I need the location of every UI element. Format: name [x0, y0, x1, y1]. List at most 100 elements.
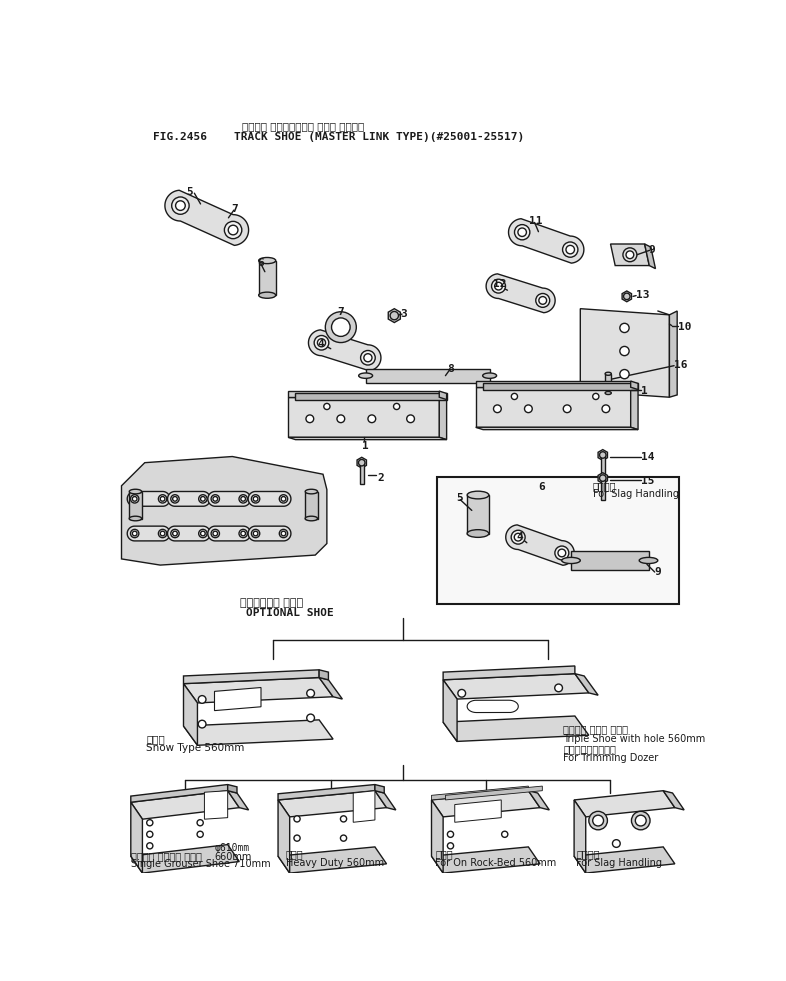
- Text: 9: 9: [648, 245, 656, 255]
- Ellipse shape: [259, 257, 276, 264]
- Polygon shape: [505, 525, 575, 565]
- Text: 雪上用: 雪上用: [146, 734, 165, 744]
- Polygon shape: [439, 391, 446, 399]
- Ellipse shape: [253, 531, 258, 536]
- Ellipse shape: [259, 292, 276, 298]
- Ellipse shape: [332, 318, 350, 336]
- Text: 4: 4: [516, 532, 523, 542]
- Ellipse shape: [175, 201, 185, 211]
- Polygon shape: [622, 291, 631, 302]
- Ellipse shape: [171, 494, 179, 503]
- Ellipse shape: [555, 684, 563, 692]
- Text: For On Rock-Bed 560mm: For On Rock-Bed 560mm: [435, 858, 556, 868]
- Ellipse shape: [160, 496, 165, 501]
- Ellipse shape: [213, 531, 218, 536]
- Ellipse shape: [239, 530, 248, 538]
- Polygon shape: [476, 387, 630, 428]
- Polygon shape: [259, 261, 276, 295]
- Polygon shape: [580, 309, 670, 397]
- Polygon shape: [183, 678, 333, 703]
- Polygon shape: [228, 791, 248, 810]
- Ellipse shape: [130, 494, 139, 503]
- Polygon shape: [127, 491, 170, 506]
- Ellipse shape: [171, 530, 179, 538]
- Ellipse shape: [512, 393, 517, 399]
- Text: 11: 11: [529, 216, 542, 227]
- Ellipse shape: [147, 820, 153, 826]
- Text: オプショナル シュー: オプショナル シュー: [240, 598, 303, 608]
- Ellipse shape: [518, 228, 527, 236]
- Ellipse shape: [197, 820, 204, 826]
- Text: Snow Type 560mm: Snow Type 560mm: [146, 743, 244, 753]
- Text: 1: 1: [641, 386, 648, 395]
- Polygon shape: [319, 678, 343, 699]
- Ellipse shape: [281, 496, 286, 501]
- Text: シングル グローサ シュー: シングル グローサ シュー: [130, 851, 202, 860]
- Text: 5: 5: [457, 493, 463, 503]
- Polygon shape: [574, 800, 586, 873]
- Polygon shape: [130, 791, 239, 819]
- Ellipse shape: [467, 530, 489, 538]
- Ellipse shape: [213, 496, 218, 501]
- Ellipse shape: [564, 405, 571, 413]
- Polygon shape: [278, 785, 375, 800]
- Polygon shape: [183, 670, 319, 684]
- Text: 15: 15: [641, 476, 654, 486]
- Polygon shape: [375, 785, 384, 793]
- Polygon shape: [288, 391, 439, 397]
- Text: トリミングドーザ用: トリミングドーザ用: [564, 744, 616, 753]
- Ellipse shape: [524, 405, 532, 413]
- Polygon shape: [439, 397, 446, 439]
- Polygon shape: [455, 800, 501, 822]
- Ellipse shape: [562, 557, 580, 563]
- Polygon shape: [365, 369, 490, 383]
- Ellipse shape: [501, 831, 508, 838]
- Text: Triple Shoe with hole 560mm: Triple Shoe with hole 560mm: [564, 734, 706, 744]
- Polygon shape: [486, 274, 555, 313]
- Polygon shape: [571, 551, 648, 570]
- Ellipse shape: [589, 811, 608, 830]
- Ellipse shape: [281, 531, 286, 536]
- Text: トリプル シュー 穴あき: トリプル シュー 穴あき: [564, 725, 628, 735]
- Ellipse shape: [159, 530, 167, 538]
- Ellipse shape: [252, 530, 259, 538]
- Text: 13: 13: [636, 290, 649, 300]
- Text: 7: 7: [231, 204, 237, 214]
- Polygon shape: [432, 800, 443, 873]
- Ellipse shape: [198, 696, 206, 703]
- Ellipse shape: [132, 531, 137, 536]
- Ellipse shape: [147, 831, 153, 838]
- Ellipse shape: [159, 494, 167, 503]
- Text: For Slag Handling: For Slag Handling: [593, 489, 678, 499]
- Polygon shape: [598, 449, 608, 460]
- Polygon shape: [288, 438, 446, 439]
- Polygon shape: [528, 791, 549, 810]
- Ellipse shape: [241, 496, 245, 501]
- Ellipse shape: [555, 546, 569, 560]
- Text: 14: 14: [641, 452, 654, 462]
- Ellipse shape: [305, 490, 318, 493]
- Polygon shape: [357, 457, 366, 468]
- Polygon shape: [574, 847, 675, 873]
- Ellipse shape: [536, 293, 549, 307]
- Ellipse shape: [600, 475, 606, 482]
- Ellipse shape: [447, 831, 454, 838]
- Ellipse shape: [318, 338, 325, 347]
- Ellipse shape: [239, 494, 248, 503]
- Ellipse shape: [340, 816, 347, 822]
- Ellipse shape: [631, 811, 650, 830]
- Polygon shape: [443, 680, 457, 742]
- Ellipse shape: [593, 393, 599, 399]
- Ellipse shape: [635, 815, 646, 826]
- Ellipse shape: [494, 405, 501, 413]
- Ellipse shape: [358, 459, 365, 466]
- Ellipse shape: [307, 690, 314, 697]
- Ellipse shape: [307, 714, 314, 722]
- Polygon shape: [208, 491, 251, 506]
- Ellipse shape: [605, 372, 612, 376]
- Ellipse shape: [325, 312, 356, 342]
- Text: FIG.2456: FIG.2456: [152, 132, 207, 142]
- Text: 1: 1: [362, 441, 369, 451]
- Polygon shape: [215, 688, 261, 710]
- Text: TRACK SHOE (MASTER LINK TYPE)(#25001-25517): TRACK SHOE (MASTER LINK TYPE)(#25001-255…: [234, 132, 524, 142]
